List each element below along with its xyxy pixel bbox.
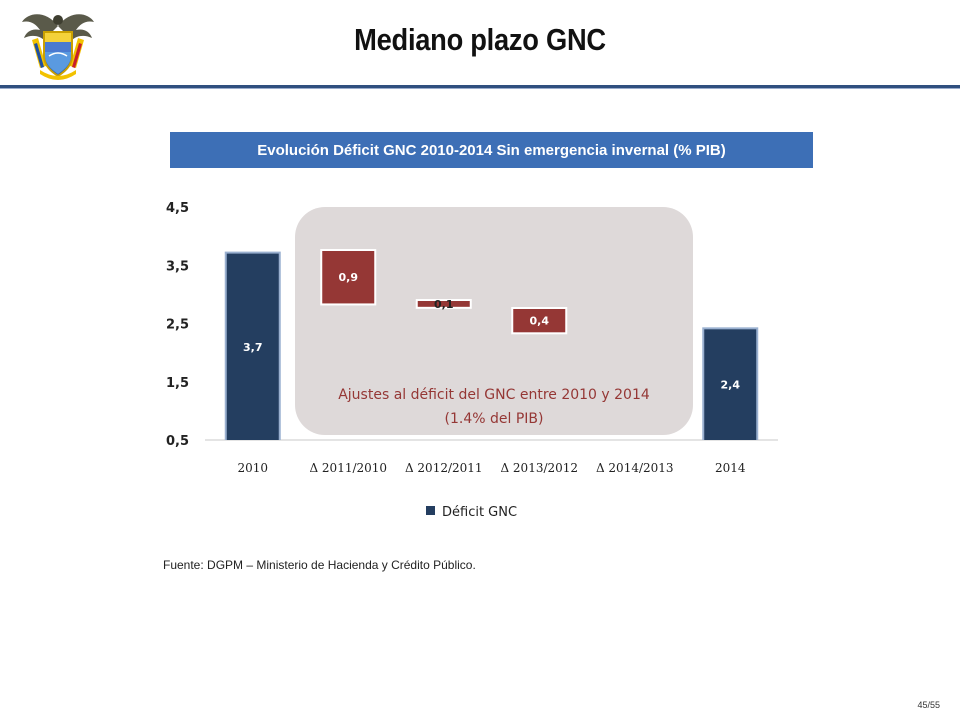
bar-total [704, 329, 757, 440]
x-axis: 2010 Δ 2011/2010 Δ 2012/2011 Δ 2013/2012 Δ 2… [237, 461, 745, 475]
bar-value-label: 0,1 [434, 298, 454, 311]
bar-value-label: 0,4 [530, 315, 550, 328]
bar-total [226, 253, 279, 440]
coat-of-arms-logo [22, 14, 94, 80]
bar-adjustment [417, 301, 470, 307]
x-tick-label: Δ 2014/2013 [596, 461, 674, 475]
bar-value-label: 0,9 [339, 271, 359, 284]
x-tick-label: Δ 2012/2011 [405, 461, 483, 475]
page-number: 45/55 [917, 700, 940, 710]
adjustments-panel [295, 207, 693, 435]
y-tick-label: 2,5 [166, 318, 189, 333]
y-tick-label: 1,5 [166, 376, 189, 391]
bar-value-label: 3,7 [243, 341, 263, 354]
y-tick-label: 0,5 [166, 434, 189, 449]
bar-adjustment [322, 251, 375, 304]
title-divider [0, 85, 960, 88]
y-tick-label: 3,5 [166, 259, 189, 274]
x-tick-label: 2010 [237, 461, 268, 475]
x-tick-label: Δ 2013/2012 [500, 461, 578, 475]
annotation-line-2: (1.4% del PIB) [445, 411, 544, 427]
page-title: Mediano plazo GNC [354, 22, 606, 57]
legend: Déficit GNC [426, 505, 517, 520]
y-axis: 0,5 1,5 2,5 3,5 4,5 [166, 201, 189, 449]
bar-value-label: 2,4 [721, 379, 741, 392]
legend-label: Déficit GNC [442, 505, 517, 520]
title-divider-highlight [0, 88, 960, 89]
deficit-chart: 3,7 2,4 0,9 0,1 0,4 0,5 1,5 2,5 3,5 4,5 2010 Δ 20… [166, 201, 778, 520]
source-note: Fuente: DGPM – Ministerio de Hacienda y … [163, 558, 476, 572]
bar-adjustment [513, 309, 566, 333]
chart-title: Evolución Déficit GNC 2010-2014 Sin emer… [170, 132, 813, 168]
y-tick-label: 4,5 [166, 201, 189, 216]
x-tick-label: Δ 2011/2010 [309, 461, 387, 475]
annotation-line-1: Ajustes al déficit del GNC entre 2010 y … [338, 387, 650, 403]
legend-swatch [426, 506, 435, 515]
bars-layer: 3,7 2,4 0,9 0,1 0,4 [224, 249, 759, 440]
x-tick-label: 2014 [715, 461, 746, 475]
